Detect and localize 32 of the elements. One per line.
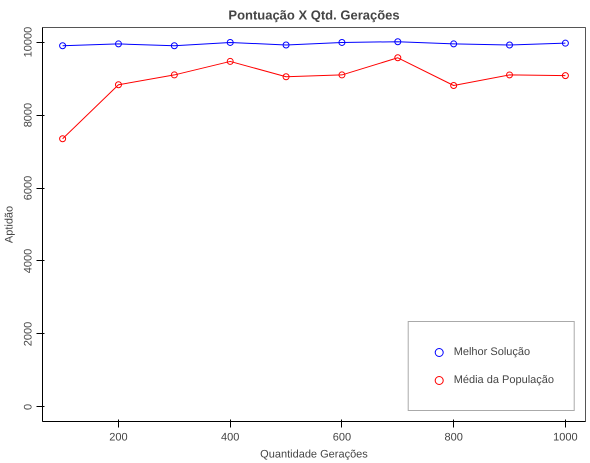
x-tick-label: 1000 (553, 432, 578, 444)
point (226, 58, 234, 65)
point (170, 71, 178, 78)
y-tick-label: 6000 (22, 176, 34, 200)
y-tick-label: 4000 (22, 248, 34, 274)
legend-label: Melhor Solução (454, 346, 530, 358)
x-tick-label: 400 (221, 432, 240, 444)
point (114, 40, 122, 48)
y-tick-label: 8000 (22, 102, 34, 128)
y-tick-label: 2000 (22, 322, 34, 346)
x-tick-label: 600 (332, 432, 352, 444)
point (282, 42, 290, 49)
point (450, 82, 458, 89)
x-tick-label: 200 (109, 432, 128, 444)
legend-label: Média da População (454, 374, 554, 386)
point (170, 42, 178, 50)
point (450, 40, 458, 48)
y-tick-label: 10000 (22, 26, 34, 58)
point (506, 71, 514, 78)
x-tick-label: 800 (444, 432, 463, 444)
x-axis-title: Quantidade Gerações (260, 448, 368, 460)
chart-title: Pontuação X Qtd. Gerações (228, 8, 400, 22)
point (114, 81, 122, 88)
point (506, 42, 514, 49)
y-axis-title: Aptidão (4, 206, 16, 244)
point (338, 71, 346, 78)
y-tick-label: 0 (22, 404, 34, 410)
point (226, 38, 234, 46)
point (394, 38, 402, 46)
point (282, 73, 290, 80)
point (338, 38, 346, 46)
point (394, 54, 402, 62)
